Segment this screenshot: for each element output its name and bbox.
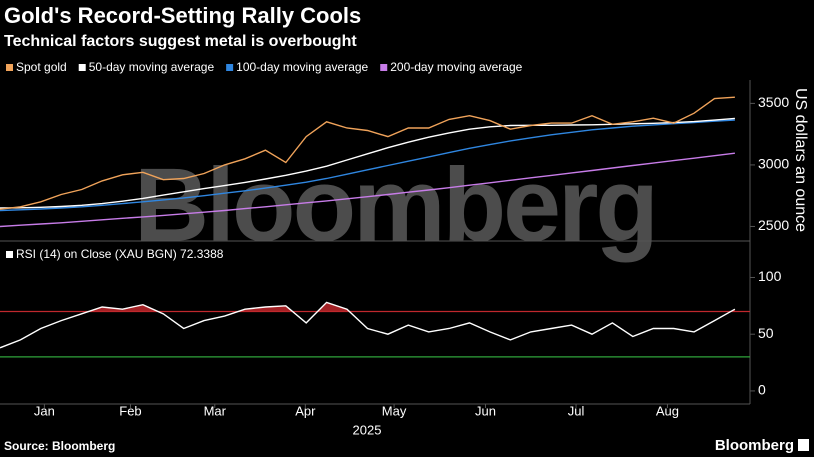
series-line bbox=[0, 119, 735, 212]
y-tick-label: 3500 bbox=[758, 94, 789, 110]
x-tick-label: Feb bbox=[119, 403, 141, 418]
chart-subtitle: Technical factors suggest metal is overb… bbox=[4, 33, 357, 50]
x-tick-label: Apr bbox=[295, 403, 316, 418]
chart-title: Gold's Record-Setting Rally Cools bbox=[4, 3, 361, 28]
x-tick-label: May bbox=[382, 403, 407, 418]
legend-swatch bbox=[78, 64, 86, 71]
x-tick-label: Jun bbox=[475, 403, 496, 418]
source: Source: Bloomberg bbox=[4, 439, 115, 453]
series-line bbox=[0, 152, 735, 228]
x-tick-label: Jan bbox=[34, 403, 55, 418]
y-tick-label: 3000 bbox=[758, 156, 789, 172]
legend-swatch bbox=[6, 64, 13, 71]
logo: Bloomberg bbox=[715, 437, 794, 454]
y-tick-label: 0 bbox=[758, 382, 766, 398]
x-tick-label: Mar bbox=[204, 403, 227, 418]
series-line bbox=[0, 301, 736, 349]
legend-label: 50-day moving average bbox=[89, 60, 215, 74]
legend-swatch bbox=[6, 251, 13, 258]
legend-swatch bbox=[380, 64, 388, 71]
legend-label: Spot gold bbox=[16, 60, 67, 74]
legend-label: 100-day moving average bbox=[236, 60, 368, 74]
y-axis-title: US dollars an ounce bbox=[792, 88, 809, 232]
series-line bbox=[0, 96, 735, 210]
x-tick-label: Aug bbox=[656, 403, 679, 418]
watermark: Bloomberg bbox=[134, 147, 656, 263]
logo-icon bbox=[798, 439, 809, 451]
x-axis-title: 2025 bbox=[353, 422, 382, 437]
y-tick-label: 50 bbox=[758, 325, 774, 341]
legend-label: RSI (14) on Close (XAU BGN) 72.3388 bbox=[16, 247, 224, 261]
y-tick-label: 100 bbox=[758, 268, 782, 284]
legend-label: 200-day moving average bbox=[390, 60, 522, 74]
x-tick-label: Jul bbox=[568, 403, 585, 418]
legend-swatch bbox=[226, 64, 234, 71]
overbought-area bbox=[88, 302, 735, 312]
y-tick-label: 2500 bbox=[758, 217, 789, 233]
